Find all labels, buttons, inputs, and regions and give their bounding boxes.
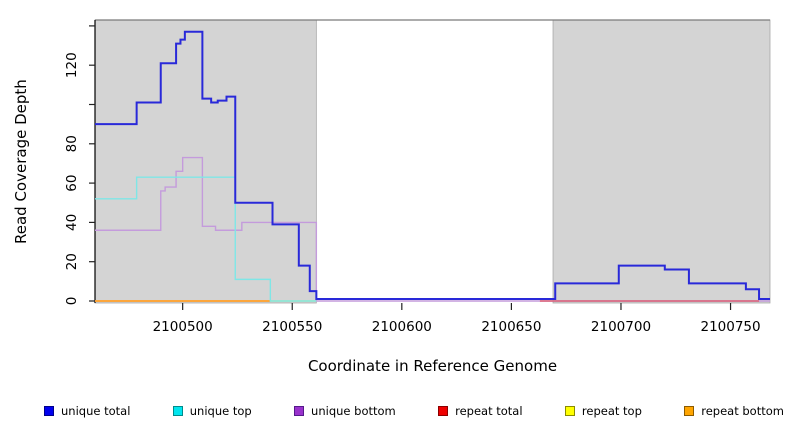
legend-label: repeat bottom [701,404,784,418]
y-tick-label: 120 [64,52,80,78]
legend-item-repeat-bottom: repeat bottom [684,404,784,418]
legend-swatch-icon [294,406,305,416]
legend-item-unique-bottom: unique bottom [294,404,396,418]
x-tick-label: 2100700 [591,319,651,335]
legend-label: unique bottom [311,404,396,418]
legend-label: repeat top [581,404,642,418]
y-tick-label: 0 [64,297,80,306]
x-tick-label: 2100600 [372,319,432,335]
x-tick-label: 2100500 [153,319,213,335]
legend: unique total unique top unique bottom repea… [44,398,784,424]
legend-swatch-icon [684,406,695,416]
legend-item-unique-total: unique total [44,404,130,418]
legend-swatch-icon [438,406,449,416]
legend-item-unique-top: unique top [172,404,252,418]
legend-label: unique total [61,404,131,418]
y-tick-label: 40 [64,214,80,231]
x-axis-title: Coordinate in Reference Genome [307,357,558,375]
series-line-unique-total [95,30,770,301]
y-axis-title: Read Coverage Depth [12,79,30,244]
legend-label: repeat total [455,404,523,418]
legend-swatch-icon [172,406,183,416]
legend-item-repeat-total: repeat total [438,404,523,418]
x-tick-label: 2100550 [262,319,322,335]
legend-label: unique top [189,404,252,418]
shaded-region [94,19,317,304]
shaded-region [552,19,771,304]
legend-swatch-icon [44,406,54,416]
legend-item-repeat-top: repeat top [564,404,642,418]
y-tick-label: 20 [64,253,80,270]
x-tick-label: 2100750 [700,319,760,335]
y-tick-label: 60 [64,175,80,192]
series-line-unique-top [95,176,317,302]
y-tick-label: 80 [64,135,80,152]
legend-swatch-icon [564,406,575,416]
x-tick-label: 2100650 [481,319,541,335]
series-line-unique-bottom [95,156,770,302]
